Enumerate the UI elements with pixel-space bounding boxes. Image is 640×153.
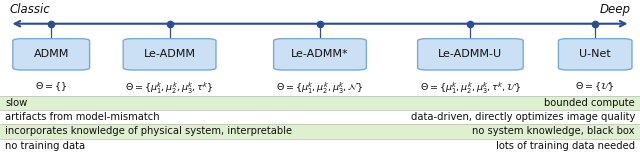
Text: incorporates knowledge of physical system, interpretable: incorporates knowledge of physical syste…	[5, 127, 292, 136]
Text: no system knowledge, black box: no system knowledge, black box	[472, 127, 635, 136]
Text: $\Theta = \{\mathcal{U}\}$: $\Theta = \{\mathcal{U}\}$	[575, 80, 615, 93]
Text: lots of training data needed: lots of training data needed	[496, 141, 635, 151]
Text: bounded compute: bounded compute	[544, 98, 635, 108]
Text: no training data: no training data	[5, 141, 85, 151]
Text: slow: slow	[5, 98, 28, 108]
Text: ADMM: ADMM	[33, 49, 69, 59]
Text: Le-ADMM-U: Le-ADMM-U	[438, 49, 502, 59]
Text: $\Theta = \{\mu_1^k,\mu_2^k,\mu_3^k,\tau^k\}$: $\Theta = \{\mu_1^k,\mu_2^k,\mu_3^k,\tau…	[125, 80, 214, 95]
Bar	[0, 96, 640, 110]
FancyBboxPatch shape	[559, 39, 632, 70]
Text: $\Theta = \{\mu_1^k,\mu_2^k,\mu_3^k,\mathcal{N}\}$: $\Theta = \{\mu_1^k,\mu_2^k,\mu_3^k,\mat…	[276, 80, 364, 95]
Text: $\Theta = \{\}$: $\Theta = \{\}$	[35, 80, 67, 93]
Text: Classic: Classic	[10, 4, 51, 16]
Text: Le-ADMM*: Le-ADMM*	[291, 49, 349, 59]
Text: Deep: Deep	[600, 4, 630, 16]
Text: U-Net: U-Net	[579, 49, 611, 59]
Text: Le-ADMM: Le-ADMM	[143, 49, 196, 59]
FancyBboxPatch shape	[123, 39, 216, 70]
Text: data-driven, directly optimizes image quality: data-driven, directly optimizes image qu…	[410, 112, 635, 122]
Bar	[0, 110, 640, 124]
Bar	[0, 139, 640, 153]
Text: $\Theta = \{\mu_1^k,\mu_2^k,\mu_3^k,\tau^k,\mathcal{U}\}$: $\Theta = \{\mu_1^k,\mu_2^k,\mu_3^k,\tau…	[420, 80, 521, 95]
Text: artifacts from model-mismatch: artifacts from model-mismatch	[5, 112, 160, 122]
FancyBboxPatch shape	[417, 39, 524, 70]
Bar	[0, 124, 640, 139]
FancyBboxPatch shape	[274, 39, 366, 70]
FancyBboxPatch shape	[13, 39, 90, 70]
